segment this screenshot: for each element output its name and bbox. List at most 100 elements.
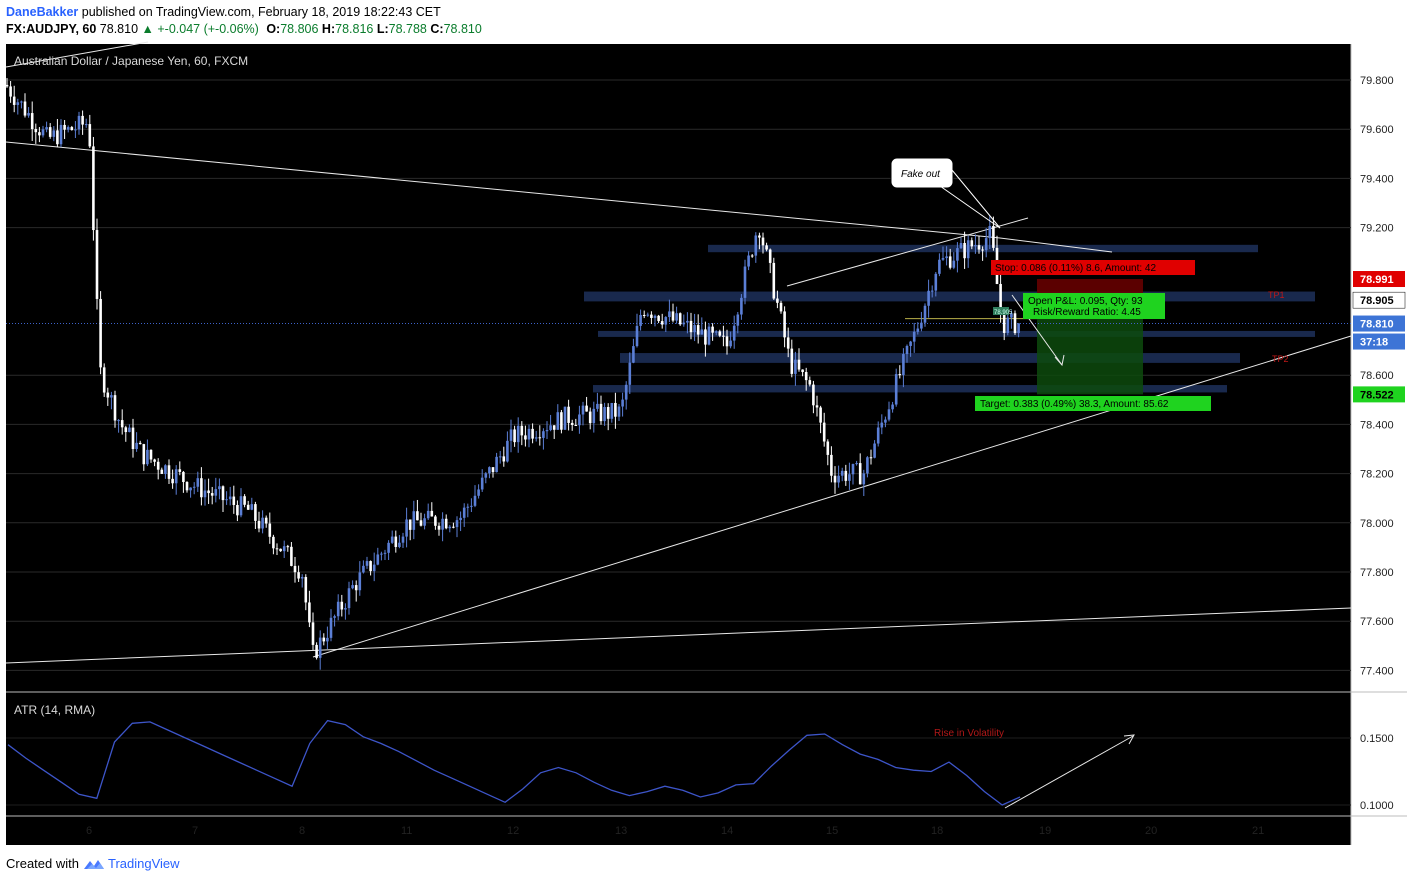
tradingview-link[interactable]: TradingView (83, 856, 180, 871)
author-link[interactable]: DaneBakker (6, 5, 79, 19)
price-label-box (1353, 333, 1405, 350)
candle-body (333, 616, 336, 618)
candle-body (297, 572, 300, 579)
candle-body (632, 346, 635, 363)
candle-body (639, 314, 642, 326)
candle-body (524, 435, 527, 440)
tp1-label: TP1 (1268, 290, 1285, 300)
price-label-box (1353, 271, 1405, 288)
price-tick-label: 79.200 (1360, 223, 1394, 235)
candle-body (700, 329, 704, 335)
candle-body (153, 459, 156, 462)
candle-body (858, 463, 862, 485)
open-value: 78.806 (280, 22, 319, 36)
price-tick-label: 78.200 (1360, 469, 1394, 481)
candle-body (790, 348, 794, 374)
candle-body (513, 429, 516, 443)
price-tick-label: 77.800 (1360, 567, 1394, 579)
price-scale-background (1351, 44, 1407, 845)
high-label: H: (321, 22, 336, 36)
candle-body (275, 548, 279, 550)
candle-body (912, 331, 916, 342)
candle-body (164, 465, 167, 474)
candle-body (956, 248, 959, 261)
candle-body (387, 542, 390, 553)
candle-body (124, 427, 128, 433)
candle-body (88, 124, 92, 147)
candle-body (304, 577, 308, 603)
candle-body (941, 258, 945, 260)
candle-body (740, 297, 743, 315)
candle-body (243, 496, 246, 505)
candle-body (1010, 313, 1013, 318)
time-tick-label: 11 (401, 825, 412, 837)
candle-body (848, 474, 851, 481)
atr-tick-label: 0.1000 (1360, 800, 1394, 812)
candle-body (495, 456, 498, 473)
candle-body (603, 407, 606, 422)
price-axis-labels: 79.800 79.600 79.400 79.200 78.600 78.400 78.2… (1352, 75, 1406, 812)
candle-body (650, 314, 653, 318)
candle-body (668, 311, 671, 318)
chart-canvas[interactable]: Rise in Volatility 79.80079.60079.40079.… (0, 0, 1410, 850)
candle-body (923, 305, 927, 323)
candle-body (657, 315, 660, 322)
candle-body (851, 464, 855, 475)
trendlines[interactable] (5, 41, 1352, 664)
candle-body (84, 124, 88, 126)
candle-body (174, 469, 178, 484)
candle-body (484, 473, 488, 478)
atr-title: ATR (14, RMA) (14, 703, 95, 717)
atr-tick-label: 0.1500 (1360, 733, 1394, 745)
candle-body (902, 354, 905, 376)
zone-rect (598, 330, 1315, 337)
candle-body (369, 561, 372, 572)
candle-body (833, 475, 837, 483)
price-tick-label: 79.600 (1360, 124, 1394, 136)
candle-body (5, 84, 9, 87)
stop-label: Stop: 0.086 (0.11%) 8.6, Amount: 42 (995, 263, 1156, 274)
candle-body (81, 115, 84, 125)
candle-body (92, 146, 95, 231)
candle-body (498, 456, 502, 458)
target-label: Target: 0.383 (0.49%) 38.3, Amount: 85.6… (980, 399, 1169, 410)
candle-body (930, 290, 934, 292)
last-price: 78.810 (99, 22, 139, 36)
fake-out-callout (890, 157, 954, 189)
candle-body (693, 325, 696, 333)
volatility-arrow-line (1004, 735, 1134, 809)
candle-body (466, 506, 470, 508)
candle-body (992, 226, 995, 248)
candle-body (952, 260, 956, 268)
candle-body (218, 486, 221, 490)
candle-body (300, 577, 304, 579)
candle-body (408, 519, 412, 530)
candle-body (819, 407, 822, 423)
candle-body (99, 298, 102, 368)
candle-body (30, 113, 34, 130)
time-axis-labels: 6 7 8 11 12 13 14 15 18 19 20 21 (86, 825, 1264, 837)
candle-body (160, 469, 164, 474)
candle-body (894, 374, 898, 405)
candle-body (725, 336, 729, 347)
trendline (312, 335, 1352, 658)
candle-body (599, 403, 603, 422)
candle-body (686, 320, 689, 323)
candle-body (290, 546, 293, 566)
price-label-text: 78.905 (1360, 295, 1394, 307)
candle-body (117, 420, 120, 422)
candle-body (862, 473, 866, 485)
tradingview-logo-icon (83, 859, 104, 869)
candle-body (585, 405, 588, 412)
atr-annotation: Rise in Volatility (934, 728, 1004, 739)
candle-body (1013, 313, 1017, 334)
candle-body (509, 429, 513, 441)
candle-body (869, 457, 873, 459)
candle-body (801, 369, 804, 373)
candle-body (171, 478, 174, 484)
time-tick-label: 7 (192, 825, 198, 837)
candle-body (38, 132, 41, 136)
symbol-label[interactable]: FX:AUDJPY, 60 (6, 22, 97, 36)
candle-body (182, 471, 185, 483)
candle-body (578, 414, 581, 426)
